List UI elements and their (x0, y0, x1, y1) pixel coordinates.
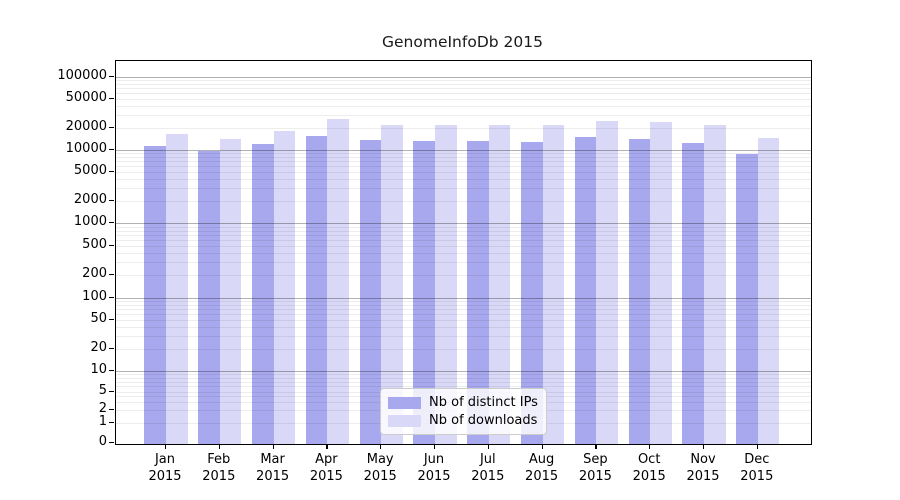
x-tick-label: Mar 2015 (256, 452, 290, 484)
y-tick-mark (109, 222, 114, 224)
x-tick-mark (703, 444, 705, 449)
y-tick-label: 1000 (73, 214, 107, 230)
bar-downloads-mar (273, 131, 296, 444)
bar-downloads-aug (542, 125, 565, 444)
x-tick-label: May 2015 (363, 452, 397, 484)
y-tick-label: 2 (98, 401, 107, 416)
bars-layer (116, 61, 811, 444)
legend: Nb of distinct IPs Nb of downloads (380, 388, 547, 435)
y-tick-label: 100000 (57, 68, 107, 83)
bar-downloads-oct (650, 122, 672, 444)
x-tick-mark (218, 444, 220, 449)
bar-downloads-dec (757, 137, 780, 444)
x-tick-mark (595, 444, 597, 449)
y-tick-label: 10 (90, 362, 107, 377)
x-tick-label: Jan 2015 (148, 452, 182, 484)
y-tick-label: 20 (90, 339, 107, 355)
bar-distinct-ips-feb (198, 150, 220, 444)
x-tick-label: Feb 2015 (202, 452, 236, 484)
plot-area: Nb of distinct IPs Nb of downloads (115, 60, 812, 445)
y-tick-label: 500 (82, 236, 107, 252)
legend-label-downloads: Nb of downloads (429, 413, 538, 428)
bar-downloads-jul (488, 125, 511, 444)
bar-distinct-ips-oct (628, 138, 651, 444)
y-tick-label: 0 (98, 433, 107, 449)
x-tick-label: Nov 2015 (686, 452, 720, 484)
bar-downloads-feb (219, 138, 242, 444)
bar-distinct-ips-nov (682, 143, 704, 444)
y-tick-mark (109, 171, 114, 173)
x-tick-mark (380, 444, 382, 449)
bar-downloads-jan (166, 134, 188, 444)
chart-title: GenomeInfoDb 2015 (382, 33, 543, 51)
y-tick-mark (109, 76, 114, 78)
x-tick-mark (756, 444, 758, 449)
y-tick-mark (109, 318, 114, 320)
y-tick-mark (109, 391, 114, 393)
bar-downloads-may (381, 125, 403, 444)
bar-distinct-ips-jul (467, 141, 489, 444)
y-tick-label: 10000 (65, 141, 107, 156)
bar-distinct-ips-mar (252, 144, 274, 444)
y-tick-mark (109, 296, 114, 298)
x-tick-mark (541, 444, 543, 449)
bar-distinct-ips-apr (305, 136, 328, 444)
y-tick-label: 20000 (65, 119, 107, 135)
x-tick-label: Sep 2015 (578, 452, 612, 484)
bar-distinct-ips-aug (521, 141, 543, 444)
x-tick-label: Apr 2015 (309, 452, 343, 484)
y-tick-label: 50000 (65, 89, 107, 105)
bar-distinct-ips-jan (144, 146, 166, 444)
x-tick-label: Aug 2015 (525, 452, 559, 484)
y-tick-label: 5 (98, 383, 107, 398)
bar-downloads-jun (435, 124, 457, 444)
y-tick-mark (109, 200, 114, 202)
y-tick-mark (109, 370, 114, 372)
y-tick-label: 2000 (73, 192, 107, 208)
y-tick-mark (109, 409, 114, 411)
y-tick-label: 100 (82, 288, 107, 304)
x-tick-mark (272, 444, 274, 449)
legend-row-downloads: Nb of downloads (388, 413, 539, 428)
legend-swatch-downloads-icon (388, 414, 421, 427)
y-tick-label: 50 (90, 310, 107, 326)
bar-downloads-sep (596, 121, 618, 444)
x-tick-mark (326, 444, 328, 449)
bar-distinct-ips-may (359, 140, 382, 444)
bar-distinct-ips-dec (736, 154, 758, 444)
bar-downloads-nov (704, 125, 726, 444)
bar-distinct-ips-sep (574, 137, 597, 444)
x-tick-label: Dec 2015 (740, 452, 774, 484)
x-tick-label: Oct 2015 (632, 452, 666, 484)
x-tick-label: Jun 2015 (417, 452, 451, 484)
y-tick-mark (109, 347, 114, 350)
y-tick-mark (109, 421, 114, 423)
bar-distinct-ips-jun (413, 140, 435, 444)
legend-swatch-distinct-ips-icon (388, 396, 421, 409)
y-tick-label: 5000 (73, 163, 107, 179)
y-tick-label: 1 (98, 413, 107, 429)
x-tick-mark (649, 444, 651, 449)
y-tick-mark (109, 149, 114, 151)
x-tick-label: Jul 2015 (471, 452, 505, 484)
y-tick-mark (109, 127, 114, 129)
y-tick-mark (109, 97, 114, 100)
x-tick-mark (434, 444, 436, 449)
y-tick-mark (109, 244, 114, 246)
y-tick-mark (109, 441, 114, 443)
bar-downloads-apr (327, 118, 349, 444)
y-tick-label: 200 (82, 266, 107, 282)
y-tick-mark (109, 274, 114, 276)
legend-label-distinct-ips: Nb of distinct IPs (429, 395, 538, 410)
legend-row-distinct-ips: Nb of distinct IPs (388, 395, 539, 410)
x-tick-mark (487, 444, 489, 449)
x-tick-mark (165, 444, 167, 449)
